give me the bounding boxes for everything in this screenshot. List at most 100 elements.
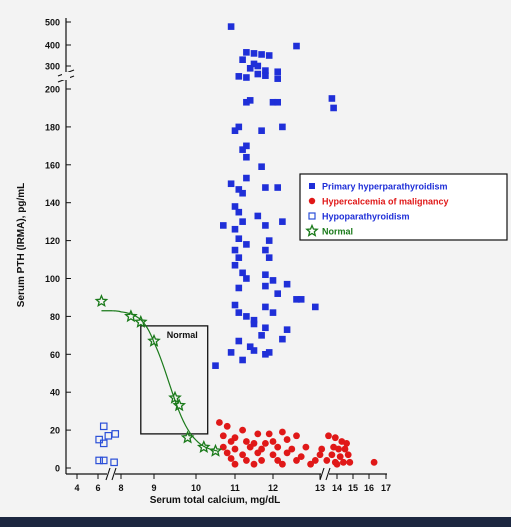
point-primary-hyperparathyroidism (235, 309, 243, 316)
x-tick-label: 16 (364, 483, 374, 493)
point-primary-hyperparathyroidism (274, 75, 281, 82)
point-hypercalcemia-malignancy (227, 455, 235, 462)
y-tick-label: 20 (50, 426, 60, 436)
point-primary-hyperparathyroidism (239, 356, 246, 364)
x-tick-label: 8 (118, 483, 123, 493)
y-tick-label: 80 (50, 312, 60, 322)
point-primary-hyperparathyroidism (330, 104, 337, 112)
point-hypoparathyroidism (99, 422, 108, 431)
point-primary-hyperparathyroidism (243, 142, 250, 150)
point-hypercalcemia-malignancy (219, 432, 227, 440)
point-primary-hyperparathyroidism (235, 284, 243, 292)
point-hypoparathyroidism (99, 439, 108, 448)
point-primary-hyperparathyroidism (274, 290, 281, 297)
normal-box (140, 325, 209, 435)
point-primary-hyperparathyroidism (254, 70, 262, 78)
tick-labels: 0 20 40 60 80 100 120 140 160 180 200 300 400 500 4 6 8 9… (45, 18, 391, 494)
bottom-bar (0, 517, 511, 527)
point-primary-hyperparathyroidism (269, 309, 277, 316)
x-tick-label: 4 (74, 483, 79, 493)
point-hypercalcemia-malignancy (318, 445, 326, 453)
point-primary-hyperparathyroidism (243, 49, 250, 56)
point-hypercalcemia-malignancy (223, 422, 231, 430)
legend-label: Hypoparathyroidism (322, 212, 410, 222)
point-hypercalcemia-malignancy (346, 458, 354, 466)
point-primary-hyperparathyroidism (235, 123, 243, 131)
point-primary-hyperparathyroidism (283, 280, 291, 288)
point-hypercalcemia-malignancy (250, 460, 258, 468)
point-primary-hyperparathyroidism (262, 246, 269, 254)
point-primary-hyperparathyroidism (262, 184, 269, 191)
x-break-mark (111, 467, 117, 481)
y-tick-label: 100 (45, 274, 60, 284)
point-primary-hyperparathyroidism (269, 98, 277, 106)
point-hypercalcemia-malignancy (331, 434, 339, 442)
y-tick-label: 120 (45, 236, 60, 246)
point-primary-hyperparathyroidism (250, 316, 258, 324)
legend-marker (308, 212, 316, 220)
point-primary-hyperparathyroidism (254, 62, 262, 70)
point-hypercalcemia-malignancy (307, 460, 314, 468)
point-primary-hyperparathyroidism (265, 254, 273, 261)
point-hypercalcemia-malignancy (269, 451, 277, 459)
x-break-mark (105, 467, 111, 481)
point-primary-hyperparathyroidism (231, 261, 239, 269)
x-tick-label: 12 (268, 483, 278, 493)
point-primary-hyperparathyroidism (243, 74, 250, 81)
point-hypercalcemia-malignancy (293, 432, 300, 440)
point-primary-hyperparathyroidism (246, 65, 254, 72)
x-tick-label: 14 (332, 483, 342, 493)
y-break-gap (62, 72, 70, 80)
y-tick-label: 0 (55, 464, 60, 474)
point-primary-hyperparathyroidism (265, 52, 273, 59)
y-tick-label: 160 (45, 160, 60, 170)
legend-label: Hypercalcemia of malignancy (322, 197, 449, 207)
x-tick-label: 9 (151, 483, 156, 493)
point-primary-hyperparathyroidism (279, 218, 286, 225)
point-hypercalcemia-malignancy (243, 438, 250, 445)
point-primary-hyperparathyroidism (262, 271, 269, 279)
point-primary-hyperparathyroidism (269, 277, 277, 284)
point-primary-hyperparathyroidism (231, 301, 239, 309)
legend-marker (308, 197, 316, 205)
point-primary-hyperparathyroidism (283, 326, 291, 333)
point-primary-hyperparathyroidism (262, 324, 269, 332)
point-hypercalcemia-malignancy (254, 449, 262, 457)
point-hypercalcemia-malignancy (283, 449, 291, 457)
point-hypercalcemia-malignancy (274, 443, 282, 451)
point-hypercalcemia-malignancy (340, 458, 347, 466)
point-hypoparathyroidism (110, 458, 118, 467)
point-primary-hyperparathyroidism (235, 235, 243, 243)
point-hypercalcemia-malignancy (262, 439, 269, 447)
point-primary-hyperparathyroidism (265, 349, 273, 356)
point-hypercalcemia-malignancy (279, 428, 286, 436)
point-primary-hyperparathyroidism (243, 241, 250, 248)
point-primary-hyperparathyroidism (297, 296, 305, 303)
point-primary-hyperparathyroidism (274, 68, 281, 76)
point-hypercalcemia-malignancy (223, 449, 231, 457)
point-primary-hyperparathyroidism (328, 95, 336, 102)
normal-curve (101, 310, 218, 452)
point-primary-hyperparathyroidism (235, 186, 243, 193)
y-tick-label: 140 (45, 198, 60, 208)
point-hypercalcemia-malignancy (283, 436, 291, 443)
point-primary-hyperparathyroidism (239, 56, 246, 63)
point-primary-hyperparathyroidism (231, 225, 239, 233)
point-hypercalcemia-malignancy (231, 445, 239, 453)
x-break-gap (107, 470, 115, 478)
point-primary-hyperparathyroidism (274, 98, 281, 106)
data-marks (94, 23, 378, 468)
point-normal (94, 294, 109, 308)
x-tick-label: 15 (348, 483, 358, 493)
point-hypercalcemia-malignancy (335, 445, 342, 453)
point-primary-hyperparathyroidism (246, 97, 254, 104)
y-tick-label: 40 (50, 388, 60, 398)
point-hypercalcemia-malignancy (328, 451, 336, 459)
point-primary-hyperparathyroidism (265, 237, 273, 244)
point-hypercalcemia-malignancy (279, 460, 286, 468)
point-hypercalcemia-malignancy (274, 457, 282, 464)
point-primary-hyperparathyroidism (250, 320, 258, 328)
y-tick-label: 60 (50, 350, 60, 360)
point-hypoparathyroidism (111, 430, 120, 438)
